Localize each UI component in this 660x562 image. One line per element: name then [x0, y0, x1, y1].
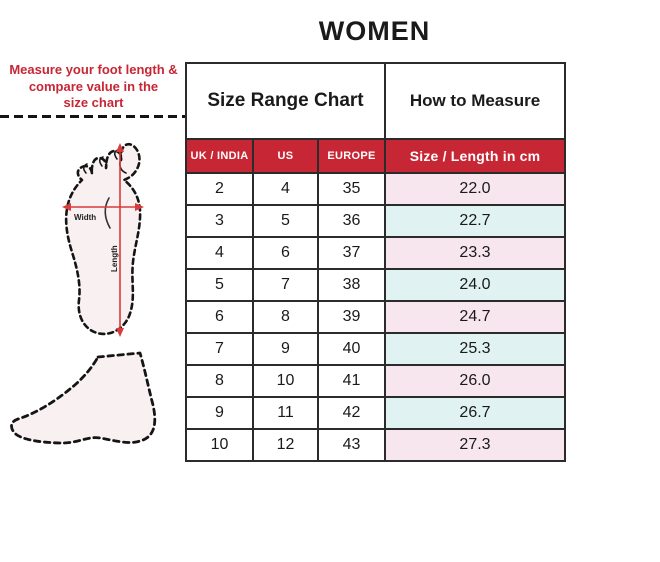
ball-crease-mark — [104, 197, 111, 229]
cell-us-size: 10 — [252, 364, 319, 398]
cell-us-size: 7 — [252, 268, 319, 302]
size-range-chart-header: Size Range Chart — [185, 62, 386, 140]
cell-length-cm: 27.3 — [384, 428, 566, 462]
size-range-table: Size Range Chart How to Measure UK / IND… — [185, 62, 566, 462]
cell-europe-size: 43 — [317, 428, 386, 462]
foot-side-outline — [10, 351, 157, 445]
cell-uk-india-size: 10 — [185, 428, 254, 462]
cell-uk-india-size: 3 — [185, 204, 254, 238]
cell-uk-india-size: 8 — [185, 364, 254, 398]
table-body: 2 4 35 22.0 3 5 36 22.7 4 6 37 23.3 5 7 … — [185, 172, 566, 462]
cell-uk-india-size: 7 — [185, 332, 254, 366]
cell-europe-size: 37 — [317, 236, 386, 270]
table-row: 8 10 41 26.0 — [185, 364, 566, 398]
instruction-line-2: compare value in the — [28, 78, 159, 94]
cell-us-size: 12 — [252, 428, 319, 462]
measure-instruction-text: Measure your foot length & compare value… — [0, 62, 187, 112]
column-header-uk-india: UK / INDIA — [185, 138, 254, 174]
cell-europe-size: 36 — [317, 204, 386, 238]
cell-uk-india-size: 2 — [185, 172, 254, 206]
page-title: WOMEN — [318, 16, 431, 46]
cell-us-size: 11 — [252, 396, 319, 430]
table-row: 4 6 37 23.3 — [185, 236, 566, 270]
table-group-header-row: Size Range Chart How to Measure — [185, 62, 566, 140]
dashed-divider-line — [0, 115, 187, 118]
cell-length-cm: 25.3 — [384, 332, 566, 366]
foot-sole-diagram: Width Length — [62, 142, 144, 337]
cell-length-cm: 24.0 — [384, 268, 566, 302]
instruction-line-3: size chart — [63, 95, 124, 111]
cell-us-size: 4 — [252, 172, 319, 206]
cell-uk-india-size: 5 — [185, 268, 254, 302]
column-header-europe: EUROPE — [317, 138, 386, 174]
cell-length-cm: 23.3 — [384, 236, 566, 270]
cell-uk-india-size: 6 — [185, 300, 254, 334]
cell-europe-size: 39 — [317, 300, 386, 334]
cell-europe-size: 38 — [317, 268, 386, 302]
cell-length-cm: 24.7 — [384, 300, 566, 334]
cell-length-cm: 22.0 — [384, 172, 566, 206]
cell-length-cm: 26.0 — [384, 364, 566, 398]
table-row: 3 5 36 22.7 — [185, 204, 566, 238]
cell-europe-size: 41 — [317, 364, 386, 398]
instruction-line-1: Measure your foot length & — [9, 62, 178, 77]
length-label: Length — [110, 245, 119, 272]
column-header-us: US — [252, 138, 319, 174]
table-row: 5 7 38 24.0 — [185, 268, 566, 302]
cell-length-cm: 26.7 — [384, 396, 566, 430]
table-row: 6 8 39 24.7 — [185, 300, 566, 334]
table-row: 7 9 40 25.3 — [185, 332, 566, 366]
how-to-measure-header: How to Measure — [384, 62, 566, 140]
table-column-header-row: UK / INDIA US EUROPE Size / Length in cm — [185, 138, 566, 174]
foot-side-diagram — [10, 351, 157, 445]
cell-europe-size: 35 — [317, 172, 386, 206]
width-label: Width — [74, 213, 96, 222]
cell-uk-india-size: 9 — [185, 396, 254, 430]
width-arrow — [62, 203, 144, 211]
length-arrow — [116, 143, 124, 337]
cell-europe-size: 40 — [317, 332, 386, 366]
cell-length-cm: 22.7 — [384, 204, 566, 238]
table-row: 2 4 35 22.0 — [185, 172, 566, 206]
cell-us-size: 9 — [252, 332, 319, 366]
cell-us-size: 6 — [252, 236, 319, 270]
cell-uk-india-size: 4 — [185, 236, 254, 270]
column-header-length-cm: Size / Length in cm — [384, 138, 566, 174]
foot-sole-outline — [64, 142, 142, 336]
table-row: 9 11 42 26.7 — [185, 396, 566, 430]
cell-us-size: 5 — [252, 204, 319, 238]
table-row: 10 12 43 27.3 — [185, 428, 566, 462]
cell-europe-size: 42 — [317, 396, 386, 430]
cell-us-size: 8 — [252, 300, 319, 334]
